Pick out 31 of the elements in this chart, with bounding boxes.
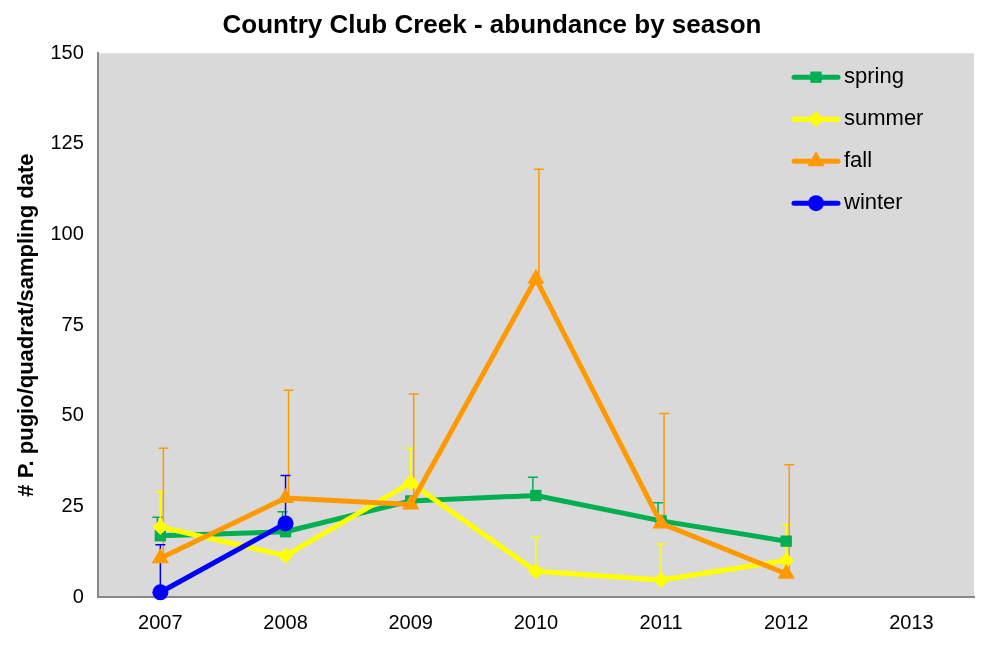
- legend-label: spring: [844, 63, 904, 89]
- point: [527, 563, 544, 580]
- legend-label: winter: [843, 189, 903, 215]
- legend-label: fall: [844, 147, 873, 173]
- y-tick-label: 25: [61, 493, 84, 516]
- x-tick-label: 2008: [263, 610, 308, 633]
- point: [530, 489, 542, 502]
- y-tick-label: 150: [50, 40, 84, 63]
- x-tick-label: 2009: [388, 610, 433, 633]
- x-tick-label: 2007: [138, 610, 183, 633]
- x-tick-label: 2012: [763, 610, 809, 633]
- y-tick-label: 75: [61, 312, 84, 335]
- x-tick-label: 2011: [639, 610, 683, 633]
- chart-title: Country Club Creek - abundance by season: [222, 8, 762, 39]
- x-tick-label: 2010: [513, 610, 559, 633]
- y-tick-label: 125: [50, 131, 84, 154]
- point: [527, 268, 545, 284]
- point: [778, 552, 795, 569]
- point: [152, 519, 169, 536]
- y-tick-label: 100: [50, 221, 84, 244]
- x-tick-label: 2013: [889, 610, 934, 633]
- y-axis-title: # P. pugio/quadrat/sampling date: [13, 153, 39, 497]
- legend-label: summer: [844, 105, 924, 131]
- y-tick-label: 50: [61, 403, 84, 426]
- point: [277, 515, 294, 532]
- point: [402, 474, 419, 491]
- point: [780, 535, 792, 547]
- point: [653, 571, 670, 588]
- y-tick-label: 0: [72, 584, 84, 607]
- point: [277, 547, 294, 564]
- point: [152, 584, 169, 601]
